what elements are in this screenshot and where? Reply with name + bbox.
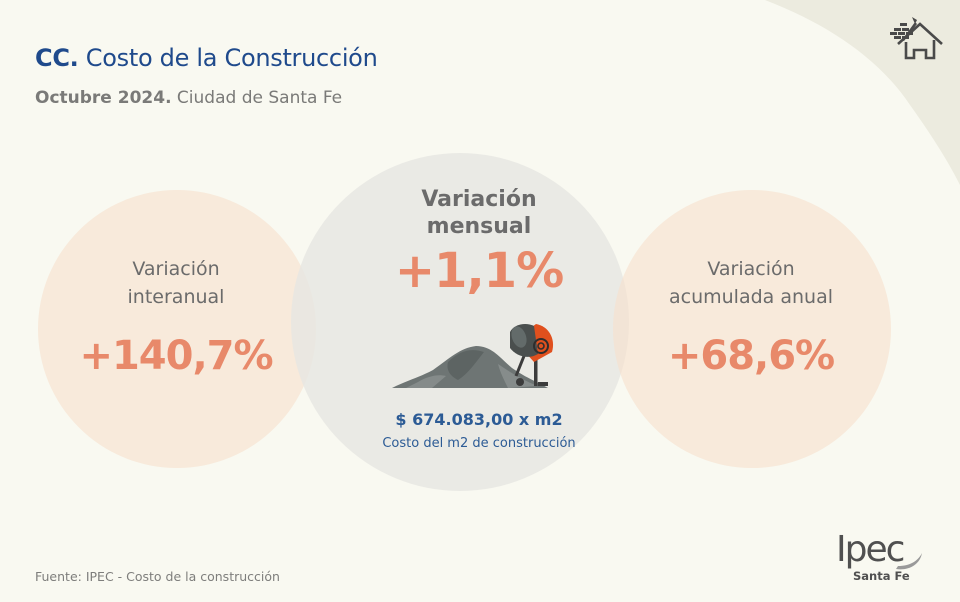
- logo-wordmark: Ipec: [836, 529, 905, 570]
- monthly-indicator: Variación mensual +1,1%: [291, 186, 667, 302]
- indicator-value: +1,1%: [394, 243, 564, 299]
- interannual-circle: [38, 190, 316, 468]
- page-title: CC. Costo de la Construcción: [35, 44, 378, 72]
- indicator-label: Variación: [421, 187, 537, 212]
- indicator-label: acumulada anual: [669, 286, 833, 308]
- source-note: Fuente: IPEC - Costo de la construcción: [35, 569, 280, 584]
- indicator-label: mensual: [426, 214, 532, 239]
- cement-mixer-illustration: [392, 324, 554, 388]
- cost-per-m2: $ 674.083,00 x m2: [395, 410, 563, 429]
- indicator-label: interanual: [127, 286, 225, 308]
- ipec-logo: Ipec Santa Fe: [836, 529, 926, 585]
- page-subtitle: Octubre 2024. Ciudad de Santa Fe: [35, 88, 343, 108]
- monthly-circle: [291, 153, 629, 491]
- indicator-value: +68,6%: [667, 333, 835, 379]
- indicator-label: Variación: [132, 258, 220, 280]
- indicator-value: +140,7%: [79, 333, 273, 379]
- house-construction-icon: [890, 17, 943, 60]
- cost-caption: Costo del m2 de construcción: [382, 436, 576, 451]
- cumulative-circle: [613, 190, 891, 468]
- logo-subtitle: Santa Fe: [853, 569, 910, 583]
- cumulative-indicator: Variación acumulada anual +68,6%: [613, 255, 889, 379]
- logo-swoosh-icon: [896, 553, 922, 570]
- interannual-indicator: Variación interanual +140,7%: [38, 255, 314, 379]
- indicator-label: Variación: [707, 258, 795, 280]
